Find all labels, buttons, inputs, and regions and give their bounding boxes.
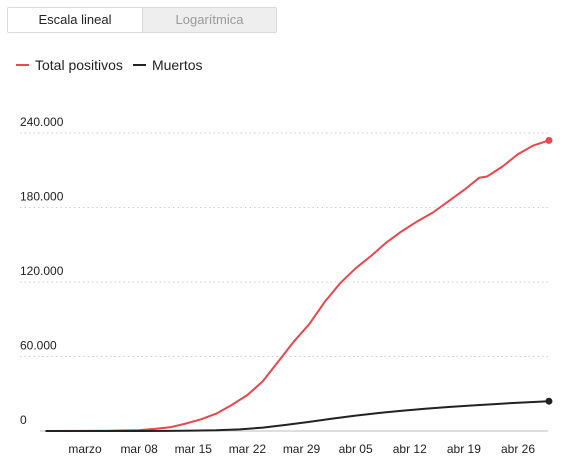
x-tick-label: mar 22 (229, 442, 267, 456)
y-tick-label: 120.000 (20, 264, 64, 278)
series-line-total-positivos (45, 139, 550, 432)
legend-label-positivos: Total positivos (35, 57, 123, 73)
x-tick-label: abr 12 (393, 442, 427, 456)
x-tick-label: abr 26 (501, 442, 535, 456)
log-scale-button[interactable]: Logarítmica (142, 8, 276, 32)
series-line-muertos (45, 400, 550, 432)
x-tick-label: abr 05 (339, 442, 373, 456)
y-tick-label: 240.000 (20, 115, 64, 129)
y-tick-label: 180.000 (20, 190, 64, 204)
series-endpoint-muertos (545, 397, 553, 405)
linear-scale-button[interactable]: Escala lineal (8, 8, 142, 32)
y-tick-label: 0 (20, 413, 27, 427)
x-tick-label: mar 29 (283, 442, 321, 456)
legend-item-positivos: Total positivos (16, 57, 123, 73)
legend-label-muertos: Muertos (151, 57, 203, 73)
series-endpoint-total-positivos (545, 136, 553, 144)
scale-toggle: Escala lineal Logarítmica (7, 7, 277, 33)
x-tick-label: marzo (68, 442, 102, 456)
legend-swatch-muertos (132, 64, 146, 66)
x-tick-label: abr 19 (447, 442, 481, 456)
chart-legend: Total positivos Muertos (16, 57, 213, 73)
legend-item-muertos: Muertos (132, 57, 203, 73)
legend-swatch-positivos (16, 64, 29, 66)
x-tick-label: mar 15 (175, 442, 213, 456)
x-tick-label: mar 08 (120, 442, 158, 456)
y-tick-label: 60.000 (20, 339, 57, 353)
